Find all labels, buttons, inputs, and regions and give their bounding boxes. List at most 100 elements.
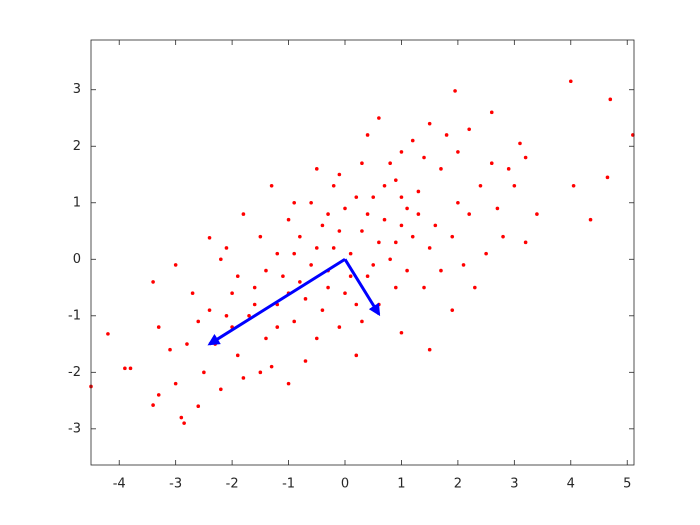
point [123, 366, 127, 371]
x-tick-label: -4 [113, 477, 126, 492]
point [196, 319, 201, 324]
point [484, 251, 488, 256]
x-tick-label: 2 [454, 477, 462, 492]
point [588, 217, 593, 222]
point [365, 212, 370, 216]
point [354, 302, 359, 307]
point [608, 97, 613, 102]
point [241, 212, 246, 216]
point [168, 347, 172, 352]
point [450, 234, 455, 239]
point [156, 325, 161, 329]
point [399, 195, 404, 199]
point [337, 325, 342, 329]
point [365, 274, 370, 279]
point [264, 268, 268, 273]
x-tick-label: 4 [567, 477, 575, 492]
point [190, 291, 195, 295]
point [247, 313, 251, 318]
point [456, 200, 460, 205]
point [416, 212, 421, 216]
point [173, 381, 178, 386]
point [303, 297, 308, 301]
point [292, 200, 297, 205]
point [326, 212, 330, 216]
x-tick-label: -2 [226, 477, 239, 492]
point [219, 257, 223, 262]
y-tick-label: -3 [68, 421, 81, 436]
point [314, 167, 319, 171]
point [456, 150, 460, 154]
point [450, 308, 455, 312]
point [156, 393, 161, 397]
point [433, 223, 438, 228]
point [371, 195, 376, 199]
point [467, 212, 471, 216]
point [269, 184, 274, 188]
point [427, 246, 432, 250]
point [399, 330, 404, 335]
point [207, 236, 212, 240]
y-tick-label: -1 [68, 308, 81, 323]
point [348, 251, 353, 256]
x-tick-label: -3 [169, 477, 182, 492]
point [298, 280, 302, 284]
point [512, 184, 517, 188]
point [382, 217, 387, 222]
point [343, 291, 347, 295]
point [230, 291, 234, 295]
point [258, 234, 263, 239]
point [235, 353, 240, 358]
point [371, 263, 376, 267]
point [377, 116, 381, 120]
y-tick-label: -2 [68, 365, 81, 380]
point [377, 240, 381, 245]
point [473, 285, 477, 290]
point [489, 161, 494, 166]
point [151, 403, 155, 407]
y-tick-label: 0 [73, 252, 81, 267]
point [281, 274, 285, 279]
point [331, 184, 336, 188]
point [478, 184, 483, 188]
point [501, 234, 505, 239]
point [568, 79, 573, 84]
point [337, 229, 342, 233]
point [337, 172, 342, 177]
axes-box [90, 39, 635, 466]
point [360, 161, 364, 166]
point [286, 217, 291, 222]
point [241, 376, 246, 380]
point [399, 150, 404, 154]
point [427, 347, 432, 352]
point [179, 415, 184, 420]
point [269, 364, 274, 369]
point [571, 184, 576, 188]
plot-area [91, 40, 634, 465]
point [292, 319, 297, 324]
point [314, 246, 319, 250]
point [224, 246, 229, 250]
point [292, 251, 297, 256]
point [453, 89, 457, 93]
point [303, 359, 308, 363]
y-tick-label: 1 [73, 195, 81, 210]
point [439, 268, 443, 273]
point [106, 332, 110, 336]
point [422, 285, 426, 290]
point [354, 195, 359, 199]
point [410, 138, 415, 143]
point [173, 263, 178, 267]
point [128, 366, 133, 371]
point [320, 223, 325, 228]
point [275, 251, 280, 256]
point [394, 178, 398, 182]
point [605, 175, 610, 180]
point [422, 155, 426, 160]
point [320, 308, 325, 312]
point [388, 257, 392, 262]
point [298, 234, 302, 239]
point [523, 155, 528, 160]
y-tick-label: 2 [73, 139, 81, 154]
